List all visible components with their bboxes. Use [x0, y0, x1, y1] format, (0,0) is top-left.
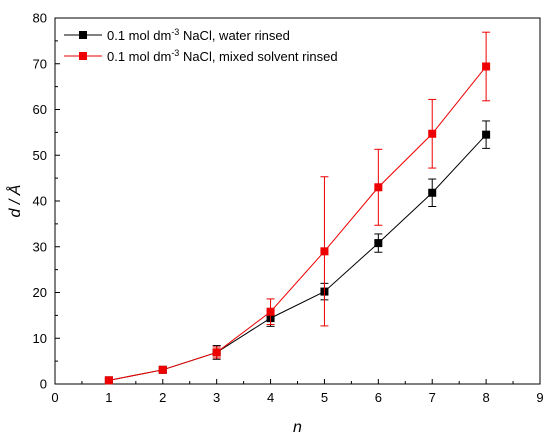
- legend-label-prefix: 0.1 mol dm: [107, 28, 171, 43]
- legend-item-mixed-solvent-rinsed: 0.1 mol dm-3 NaCl, mixed solvent rinsed: [64, 48, 338, 64]
- y-tick-label: 80: [33, 11, 47, 26]
- x-tick-label: 4: [267, 390, 274, 405]
- y-axis-title: d / Å: [5, 185, 24, 218]
- legend-label-superscript: -3: [171, 27, 179, 37]
- y-tick-label: 50: [33, 148, 47, 163]
- plot-frame: [54, 17, 541, 385]
- data-point: [158, 365, 167, 374]
- legend-label-prefix: 0.1 mol dm: [107, 49, 171, 64]
- data-point: [428, 129, 437, 138]
- data-point: [266, 307, 275, 316]
- x-axis-title: n: [293, 419, 302, 436]
- tick-layer: 0 1 2 3 4 5 6 7 8 9 0 10 20 30 40 50 60 70 80: [33, 11, 544, 406]
- legend-marker-water-rinsed: [79, 31, 87, 39]
- x-tick-label: 8: [482, 390, 489, 405]
- x-tick-label: 6: [375, 390, 382, 405]
- y-tick-label: 40: [33, 194, 47, 209]
- data-point: [212, 348, 221, 357]
- y-tick-label: 60: [33, 102, 47, 117]
- legend: 0.1 mol dm-3 NaCl, water rinsed 0.1 mol …: [64, 27, 338, 64]
- data-point: [374, 239, 383, 248]
- data-point: [374, 183, 383, 192]
- x-tick-label: 2: [159, 390, 166, 405]
- series-layer: [104, 31, 491, 385]
- y-tick-label: 70: [33, 56, 47, 71]
- legend-label-suffix: NaCl, water rinsed: [179, 28, 290, 43]
- x-tick-label: 3: [213, 390, 220, 405]
- series-1: [104, 31, 491, 385]
- legend-label-mixed-solvent-rinsed: 0.1 mol dm-3 NaCl, mixed solvent rinsed: [107, 48, 338, 64]
- legend-label-suffix: NaCl, mixed solvent rinsed: [179, 49, 337, 64]
- series-line: [108, 66, 487, 381]
- y-tick-label: 0: [40, 377, 47, 392]
- data-point: [482, 130, 491, 139]
- data-point: [104, 376, 113, 385]
- legend-marker-mixed-solvent-rinsed: [79, 52, 87, 60]
- x-tick-label: 0: [51, 390, 58, 405]
- y-tick-label: 30: [33, 239, 47, 254]
- data-point: [428, 188, 437, 197]
- y-tick-label: 10: [33, 331, 47, 346]
- x-tick-label: 5: [321, 390, 328, 405]
- y-tick-label: 20: [33, 285, 47, 300]
- x-tick-label: 7: [429, 390, 436, 405]
- legend-label-water-rinsed: 0.1 mol dm-3 NaCl, water rinsed: [107, 27, 290, 43]
- x-tick-label: 1: [105, 390, 112, 405]
- data-point: [482, 62, 491, 71]
- legend-item-water-rinsed: 0.1 mol dm-3 NaCl, water rinsed: [64, 27, 290, 43]
- series-line: [108, 134, 487, 381]
- legend-label-superscript: -3: [171, 48, 179, 58]
- x-tick-label: 9: [536, 390, 543, 405]
- data-point: [320, 247, 329, 256]
